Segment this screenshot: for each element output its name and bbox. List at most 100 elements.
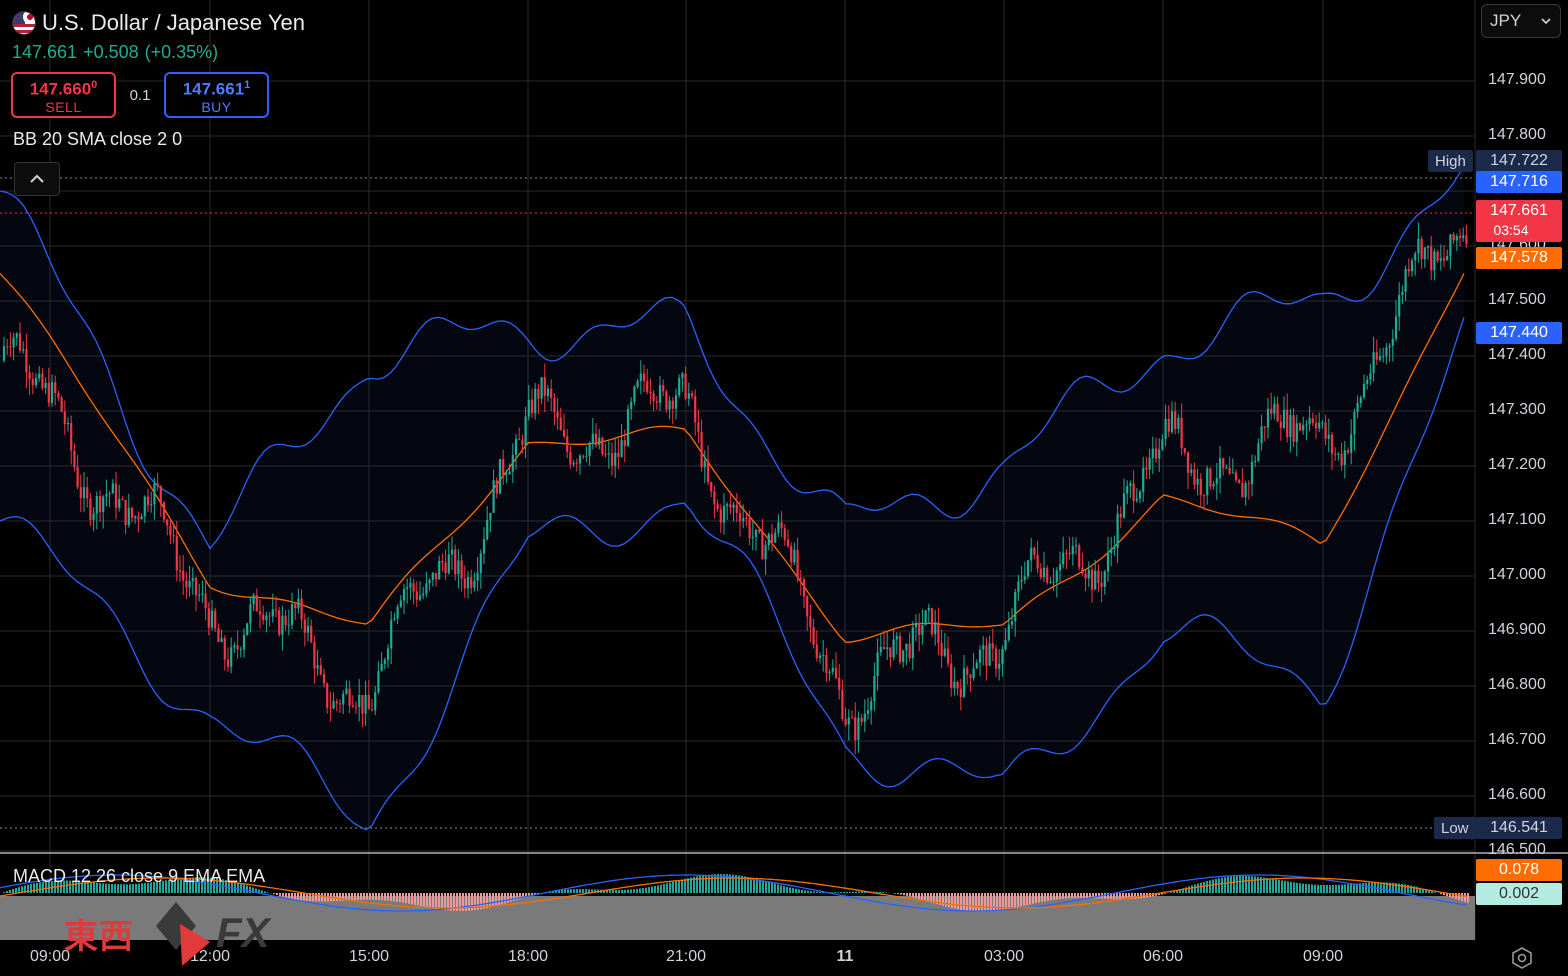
candle <box>434 572 438 587</box>
candle <box>230 637 233 674</box>
macd-histogram-bar <box>624 889 626 893</box>
candle <box>924 609 927 626</box>
macd-histogram-bar <box>645 887 647 893</box>
macd-legend[interactable]: MACD 12 26 close 9 EMA EMA <box>13 866 266 886</box>
buy-button[interactable]: 147.6611 BUY <box>164 72 269 118</box>
price-tick-label: 147.500 <box>1488 291 1546 308</box>
candle <box>342 690 345 715</box>
macd-histogram-bar <box>147 882 149 893</box>
macd-histogram-bar <box>420 893 422 907</box>
macd-histogram-bar <box>1170 892 1172 893</box>
macd-histogram-bar <box>537 893 539 894</box>
macd-histogram-bar <box>1125 893 1127 900</box>
macd-histogram-bar <box>717 874 719 893</box>
candle <box>527 384 530 421</box>
candle <box>1311 412 1314 427</box>
macd-histogram-bar <box>750 877 752 893</box>
macd-histogram-bar <box>129 884 131 893</box>
macd-histogram-bar <box>552 890 554 893</box>
candle <box>454 544 457 581</box>
sell-button[interactable]: 147.6600 SELL <box>11 72 116 118</box>
candle <box>319 657 322 676</box>
macd-histogram-bar <box>1443 893 1445 896</box>
candle <box>566 429 569 459</box>
candle <box>639 360 642 395</box>
candle <box>1174 401 1177 435</box>
macd-histogram-bar <box>1251 876 1253 893</box>
macd-histogram-bar <box>819 891 821 893</box>
macd-histogram-bar <box>1206 881 1208 893</box>
macd-histogram-bar <box>1218 878 1220 893</box>
macd-histogram-bar <box>423 893 425 907</box>
macd-histogram-bar <box>456 893 458 911</box>
macd-histogram-bar <box>816 891 818 893</box>
macd-histogram-bar <box>1329 885 1331 893</box>
macd-histogram-bar <box>939 893 941 905</box>
candle <box>153 477 156 520</box>
macd-histogram-bar <box>1200 882 1202 893</box>
macd-histogram-bar <box>1236 876 1238 893</box>
candle <box>668 396 671 420</box>
macd-histogram-bar <box>855 891 857 893</box>
macd-histogram-bar <box>657 885 659 893</box>
candle <box>732 501 735 522</box>
candle <box>1084 570 1087 592</box>
macd-histogram-bar <box>666 883 668 893</box>
candle <box>47 367 50 407</box>
candle <box>556 398 559 430</box>
candle <box>940 629 943 669</box>
macd-histogram-bar <box>918 893 920 899</box>
candle <box>681 372 684 392</box>
candle <box>950 653 953 697</box>
candle <box>457 549 460 589</box>
price-tick-label: 146.600 <box>1488 786 1546 803</box>
settings-gear-icon[interactable] <box>1507 944 1537 972</box>
macd-histogram-bar <box>123 884 125 893</box>
macd-histogram-bar <box>1137 893 1139 899</box>
macd-histogram-bar <box>444 893 446 911</box>
candle <box>258 599 262 629</box>
macd-histogram-bar <box>1197 883 1199 893</box>
macd-histogram-bar <box>603 889 605 893</box>
candle <box>409 577 412 600</box>
candle <box>969 673 972 692</box>
candle <box>390 611 393 665</box>
macd-histogram-bar <box>861 891 863 893</box>
macd-histogram-bar <box>486 893 488 909</box>
macd-histogram-bar <box>1008 893 1010 909</box>
macd-histogram-badge: 0.002 <box>1476 883 1562 905</box>
price-tick-label: 146.900 <box>1488 621 1546 638</box>
macd-histogram-bar <box>1350 883 1352 893</box>
candle <box>486 506 489 541</box>
candle <box>274 596 278 618</box>
candle <box>562 413 566 439</box>
candle <box>1161 434 1164 451</box>
candle <box>406 578 409 604</box>
macd-histogram-bar <box>363 893 365 900</box>
quantity-field[interactable]: 0.1 <box>129 86 151 104</box>
candle <box>758 526 761 535</box>
currency-select[interactable]: JPY <box>1481 4 1561 38</box>
candle <box>838 664 841 700</box>
candle <box>786 529 790 549</box>
candle <box>623 429 626 462</box>
candle <box>1145 456 1148 480</box>
candle <box>1103 569 1106 595</box>
macd-histogram-bar <box>1053 893 1055 900</box>
macd-histogram-bar <box>729 874 731 893</box>
macd-histogram-bar <box>1452 893 1454 899</box>
macd-histogram-bar <box>1038 893 1040 903</box>
macd-histogram-bar <box>1191 885 1193 893</box>
symbol-title[interactable]: U.S. Dollar / Japanese Yen <box>42 10 305 35</box>
macd-histogram-bar <box>789 887 791 893</box>
candle <box>594 423 598 448</box>
macd-histogram-bar <box>1131 893 1133 899</box>
candle <box>57 390 60 402</box>
macd-histogram-bar <box>783 886 785 893</box>
bollinger-legend[interactable]: BB 20 SMA close 2 0 <box>13 129 183 149</box>
price-tick-label: 146.800 <box>1488 676 1546 693</box>
macd-histogram-bar <box>339 893 341 901</box>
collapse-legend-button[interactable] <box>14 162 60 196</box>
